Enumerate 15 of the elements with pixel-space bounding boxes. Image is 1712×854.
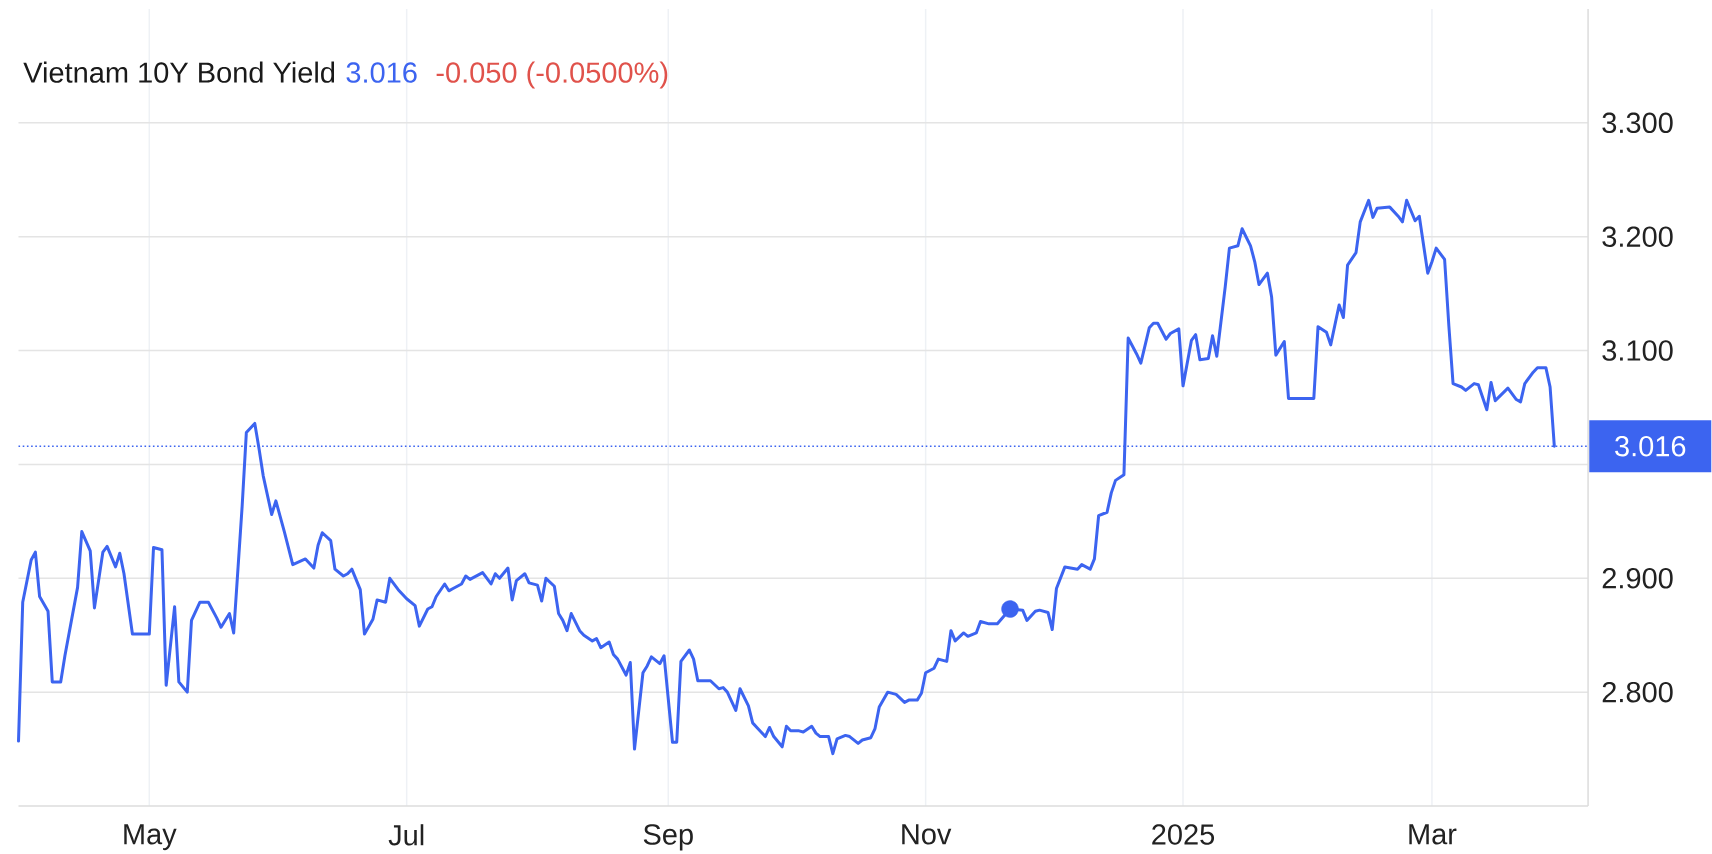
x-tick-label: 2025 xyxy=(1152,824,1215,845)
x-tick-label: Mar xyxy=(1409,824,1457,845)
annotation: 3.016 xyxy=(346,62,417,83)
y-tick-label: 3.300 xyxy=(1602,112,1673,134)
ref-line-label: 3.016 xyxy=(1615,435,1686,457)
annotation: -0.050 (-0.0500%) xyxy=(436,61,668,89)
x-tick-label: Nov xyxy=(902,824,952,845)
y-tick-label: 2.800 xyxy=(1602,681,1673,703)
y-tick-label: 3.100 xyxy=(1602,340,1673,361)
x-tick-label: Jul xyxy=(388,824,424,846)
x-tick-label: Sep xyxy=(643,824,693,851)
y-tick-label: 2.900 xyxy=(1602,568,1673,589)
text: Vietnam 10Y Bond Yield xyxy=(23,61,335,83)
y-tick-label: 3.200 xyxy=(1602,226,1673,247)
x-tick-label: May xyxy=(124,824,177,851)
